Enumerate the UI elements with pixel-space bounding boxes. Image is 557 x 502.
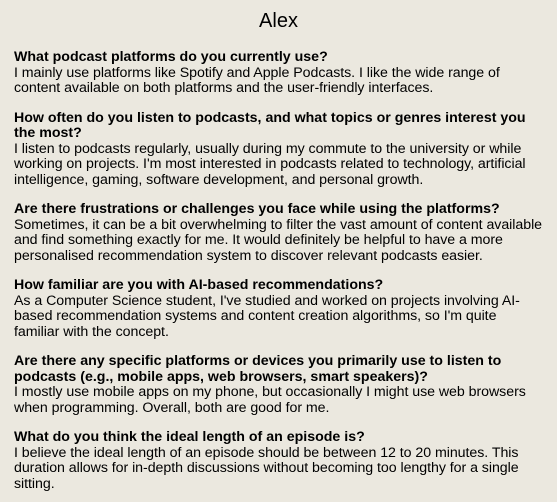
question-text: What do you think the ideal length of an…: [14, 430, 543, 446]
qa-item: What podcast platforms do you currently …: [14, 50, 543, 97]
question-text: What podcast platforms do you currently …: [14, 50, 543, 66]
answer-text: As a Computer Science student, I've stud…: [14, 294, 543, 341]
qa-item: Are there any specific platforms or devi…: [14, 354, 543, 416]
qa-item: How familiar are you with AI-based recom…: [14, 278, 543, 340]
answer-text: Sometimes, it can be a bit overwhelming …: [14, 218, 543, 265]
question-text: Are there frustrations or challenges you…: [14, 202, 543, 218]
answer-text: I believe the ideal length of an episode…: [14, 446, 543, 493]
question-text: Are there any specific platforms or devi…: [14, 354, 543, 385]
question-text: How familiar are you with AI-based recom…: [14, 278, 543, 294]
question-text: How often do you listen to podcasts, and…: [14, 111, 543, 142]
qa-item: Are there frustrations or challenges you…: [14, 202, 543, 264]
answer-text: I listen to podcasts regularly, usually …: [14, 142, 543, 189]
qa-item: What do you think the ideal length of an…: [14, 430, 543, 492]
answer-text: I mostly use mobile apps on my phone, bu…: [14, 385, 543, 416]
qa-item: How often do you listen to podcasts, and…: [14, 111, 543, 189]
document-title: Alex: [14, 8, 543, 34]
answer-text: I mainly use platforms like Spotify and …: [14, 66, 543, 97]
